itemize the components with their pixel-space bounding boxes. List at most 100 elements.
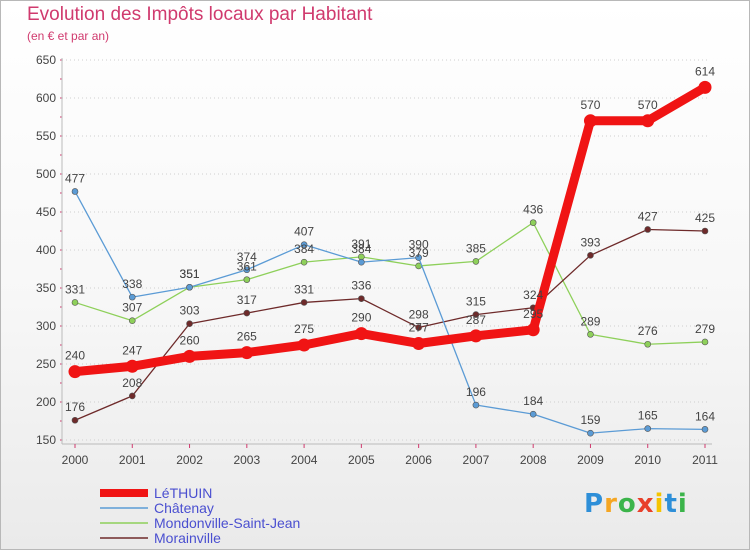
- y-tick-label-150: 150: [36, 433, 56, 447]
- legend: LéTHUINChâtenayMondonville-Saint-JeanMor…: [100, 485, 300, 546]
- data-point-morainville-2007: [472, 311, 480, 318]
- data-label-mondonville-saint-jean-2005: 391: [351, 237, 371, 251]
- data-point-l-thuin-2011: [698, 80, 712, 94]
- data-point-l-thuin-2004: [297, 338, 311, 352]
- data-point-l-thuin-2000: [68, 365, 82, 379]
- data-label-l-thuin-2011: 614: [695, 64, 715, 78]
- data-label-mondonville-saint-jean-2007: 385: [466, 241, 486, 255]
- data-point-l-thuin-2001: [125, 359, 139, 373]
- data-label-mondonville-saint-jean-2004: 384: [294, 242, 314, 256]
- y-tick-label-200: 200: [36, 395, 56, 409]
- y-tick-label-500: 500: [36, 167, 56, 181]
- data-label-ch-tenay-2003: 374: [237, 250, 257, 264]
- data-point-l-thuin-2002: [183, 349, 197, 363]
- x-tick-label-2007: 2007: [463, 453, 490, 467]
- data-label-morainville-2010: 427: [638, 209, 658, 223]
- logo-letter: r: [604, 489, 618, 519]
- y-tick-label-450: 450: [36, 205, 56, 219]
- data-point-morainville-2011: [701, 227, 709, 235]
- data-point-mondonville-saint-jean-2004: [300, 258, 308, 266]
- y-tick-label-300: 300: [36, 319, 56, 333]
- data-label-mondonville-saint-jean-2008: 436: [523, 203, 543, 217]
- data-point-morainville-2001: [128, 392, 136, 400]
- data-point-mondonville-saint-jean-2011: [701, 338, 709, 346]
- logo-letter: t: [664, 489, 678, 519]
- data-label-mondonville-saint-jean-2000: 331: [65, 282, 85, 296]
- data-label-mondonville-saint-jean-2010: 276: [638, 324, 658, 338]
- data-point-morainville-2000: [71, 416, 79, 424]
- data-point-l-thuin-2010: [641, 114, 655, 128]
- data-label-l-thuin-2009: 570: [580, 98, 600, 112]
- data-label-morainville-2011: 425: [695, 211, 715, 225]
- y-tick-label-400: 400: [36, 243, 56, 257]
- data-point-morainville-2006: [415, 324, 422, 331]
- data-label-l-thuin-2004: 275: [294, 322, 314, 336]
- data-label-morainville-2002: 303: [180, 304, 200, 318]
- data-label-morainville-2006: 298: [409, 308, 429, 322]
- data-label-ch-tenay-2004: 407: [294, 225, 314, 239]
- data-label-ch-tenay-2011: 164: [695, 409, 715, 423]
- data-point-mondonville-saint-jean-2009: [587, 331, 594, 338]
- data-label-l-thuin-2000: 240: [65, 349, 85, 363]
- data-point-l-thuin-2006: [412, 336, 426, 350]
- data-point-mondonville-saint-jean-2000: [71, 299, 79, 306]
- data-point-ch-tenay-2001: [128, 293, 136, 301]
- x-tick-label-2006: 2006: [405, 453, 432, 467]
- data-label-l-thuin-2002: 260: [180, 333, 200, 347]
- data-label-mondonville-saint-jean-2003: 361: [237, 260, 257, 274]
- data-point-morainville-2009: [587, 252, 594, 259]
- series-line-l-thuin: [70, 82, 710, 377]
- y-tick-label-550: 550: [36, 129, 56, 143]
- data-label-l-thuin-2005: 290: [351, 311, 371, 325]
- data-label-morainville-2007: 315: [466, 295, 486, 309]
- data-label-morainville-2003: 317: [237, 293, 257, 307]
- data-label-mondonville-saint-jean-2002: 351: [180, 267, 200, 281]
- x-tick-label-2009: 2009: [577, 453, 604, 467]
- data-label-morainville-2005: 336: [351, 279, 371, 293]
- x-tick-label-2004: 2004: [291, 453, 318, 467]
- data-label-morainville-2000: 176: [65, 400, 85, 414]
- data-label-l-thuin-2001: 247: [122, 343, 142, 357]
- data-point-ch-tenay-2007: [472, 401, 480, 409]
- data-point-morainville-2004: [300, 299, 308, 306]
- legend-label-morainville: Morainville: [154, 530, 221, 546]
- data-point-ch-tenay-2004: [300, 241, 308, 248]
- data-label-ch-tenay-2001: 338: [122, 277, 142, 291]
- data-point-ch-tenay-2010: [644, 425, 652, 432]
- data-point-ch-tenay-2011: [701, 426, 709, 433]
- x-tick-label-2000: 2000: [62, 453, 89, 467]
- series-layer: [68, 80, 712, 437]
- data-point-ch-tenay-2009: [587, 429, 594, 437]
- data-label-mondonville-saint-jean-2011: 279: [695, 322, 715, 336]
- logo-letter: P: [584, 489, 605, 519]
- data-label-mondonville-saint-jean-2001: 307: [122, 301, 142, 315]
- data-point-ch-tenay-2006: [415, 254, 422, 261]
- data-label-l-thuin-2008: 295: [523, 307, 543, 321]
- series-line-mondonville-saint-jean: [74, 221, 706, 345]
- data-point-mondonville-saint-jean-2003: [243, 276, 251, 283]
- data-label-ch-tenay-2007: 196: [466, 385, 486, 399]
- logo-letter: o: [617, 489, 637, 519]
- logo-letter: x: [636, 489, 655, 519]
- chart-subtitle: (en € et par an): [27, 29, 110, 43]
- y-tick-label-650: 650: [36, 53, 56, 67]
- data-label-l-thuin-2003: 265: [237, 330, 257, 344]
- data-label-ch-tenay-2010: 165: [638, 409, 658, 423]
- data-point-l-thuin-2008: [526, 323, 540, 337]
- data-point-ch-tenay-2005: [358, 258, 365, 266]
- data-label-mondonville-saint-jean-2009: 289: [580, 314, 600, 328]
- proxiti-logo: Proxiti: [584, 489, 688, 519]
- chart-title: Evolution des Impôts locaux par Habitant: [27, 4, 373, 25]
- data-point-morainville-2005: [358, 295, 365, 302]
- data-label-l-thuin-2007: 287: [466, 313, 486, 327]
- series-line-morainville: [74, 228, 706, 421]
- data-point-ch-tenay-2002: [186, 283, 193, 291]
- data-point-l-thuin-2009: [583, 114, 597, 128]
- x-tick-label-2003: 2003: [233, 453, 260, 467]
- data-point-l-thuin-2005: [354, 327, 368, 341]
- x-tick-label-2008: 2008: [520, 453, 547, 467]
- x-tick-label-2010: 2010: [634, 453, 661, 467]
